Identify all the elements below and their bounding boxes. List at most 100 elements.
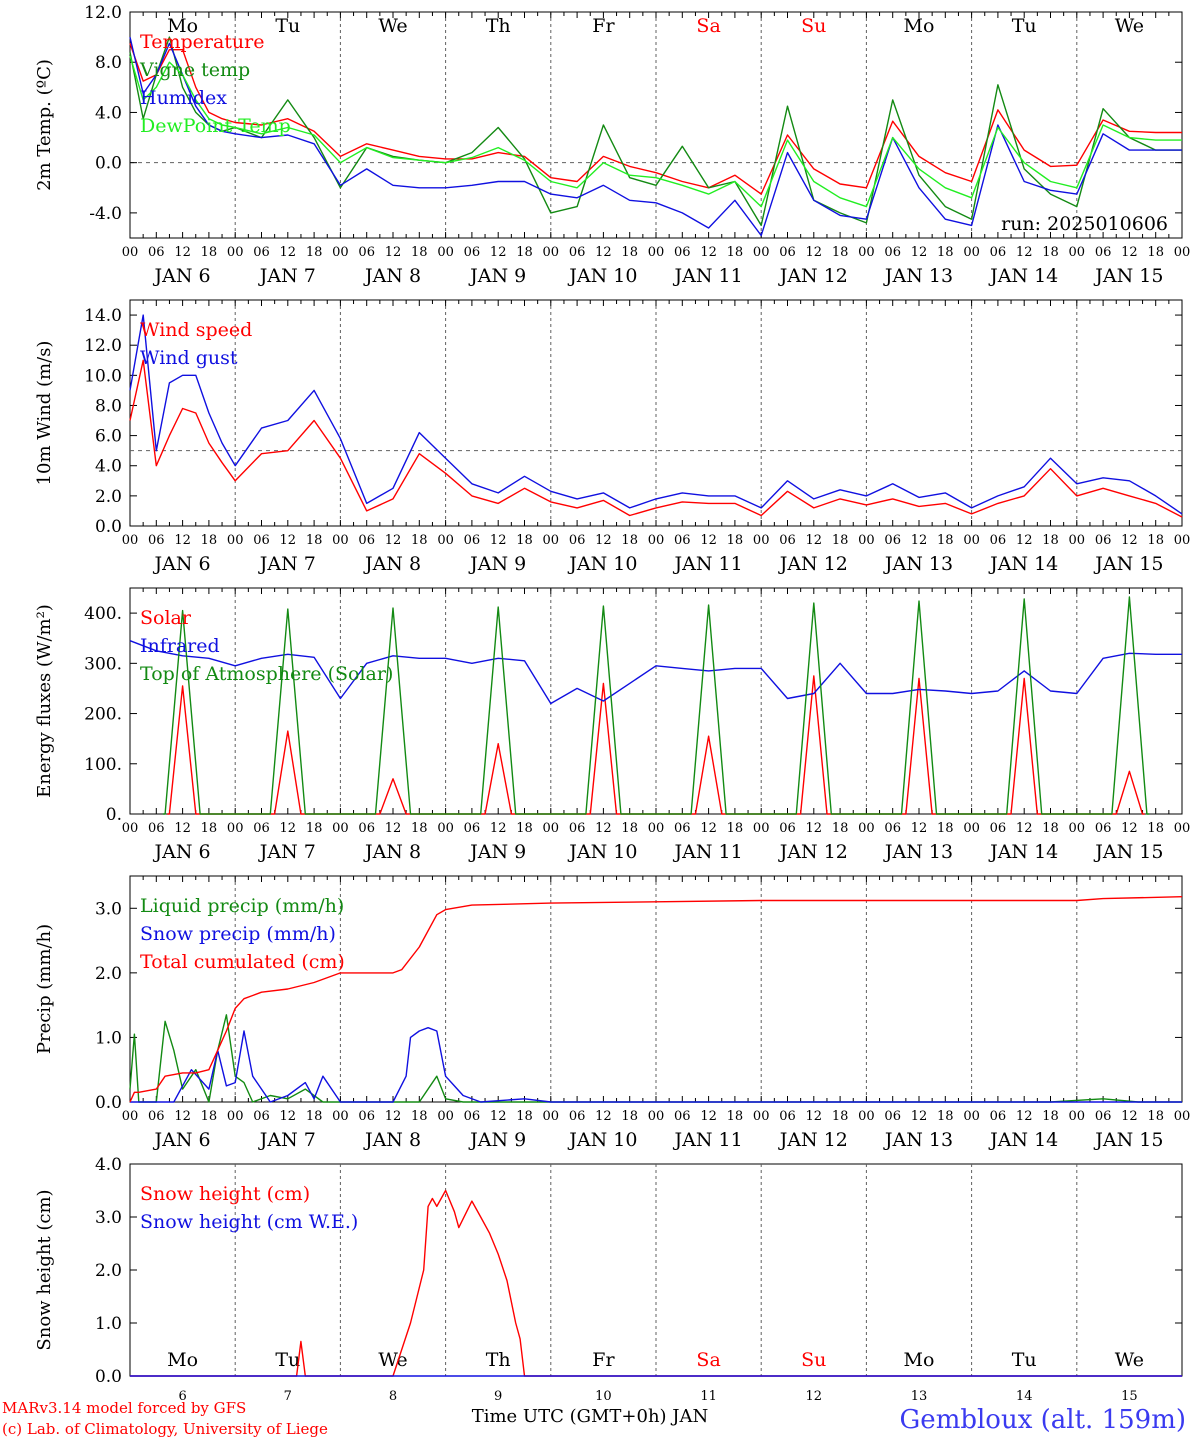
hour-label: 12 — [490, 245, 507, 260]
hour-label: 00 — [227, 1109, 244, 1124]
hour-label: 06 — [1095, 1109, 1112, 1124]
hour-label: 00 — [543, 245, 560, 260]
hour-label: 00 — [543, 821, 560, 836]
hour-label: 12 — [700, 1109, 717, 1124]
hour-label: 00 — [437, 1109, 454, 1124]
date-label: JAN 11 — [673, 553, 743, 575]
hour-label: 12 — [280, 245, 297, 260]
y-tick-label: 200. — [84, 705, 122, 725]
hour-label: 18 — [1042, 245, 1059, 260]
model-credit: MARv3.14 model forced by GFS — [2, 1399, 246, 1417]
hour-label: 00 — [648, 533, 665, 548]
date-label: JAN 6 — [153, 1129, 211, 1151]
hour-label: 00 — [963, 533, 980, 548]
chart-panel-3: 0. 100. 200. 300. 400. Energy fluxes (W/m²) 00… — [34, 587, 1190, 863]
hour-label: 06 — [253, 1109, 270, 1124]
hour-label: 18 — [516, 821, 533, 836]
date-label: JAN 15 — [1093, 1129, 1163, 1151]
date-label: JAN 15 — [1093, 553, 1163, 575]
hour-label: 00 — [858, 1109, 875, 1124]
date-label: JAN 13 — [883, 265, 953, 287]
hour-label: 18 — [306, 245, 323, 260]
y-tick-label: 4.0 — [95, 1155, 122, 1175]
hour-label: 12 — [806, 533, 823, 548]
hour-label: 18 — [937, 1109, 954, 1124]
hour-label: 06 — [1095, 245, 1112, 260]
weekday-label: Tu — [1012, 15, 1037, 37]
hour-label: 12 — [385, 533, 402, 548]
hour-label: 18 — [516, 1109, 533, 1124]
weekday-label: We — [1115, 1349, 1144, 1371]
date-label: JAN 7 — [258, 553, 316, 575]
weekday-label: Sa — [696, 15, 720, 37]
hour-label: 00 — [858, 245, 875, 260]
weekday-label: Mo — [167, 1349, 198, 1371]
date-label: JAN 8 — [363, 841, 421, 863]
date-label: JAN 10 — [567, 1129, 637, 1151]
y-tick-label: 3.0 — [95, 899, 122, 919]
date-label: JAN 13 — [883, 553, 953, 575]
hour-label: 00 — [437, 245, 454, 260]
hour-label: 12 — [595, 245, 612, 260]
date-label: JAN 7 — [258, 265, 316, 287]
hour-label: 12 — [1016, 1109, 1033, 1124]
hour-label: 06 — [253, 533, 270, 548]
hour-label: 00 — [122, 533, 139, 548]
date-label: JAN 12 — [778, 265, 848, 287]
weekday-label: Fr — [592, 15, 615, 37]
hour-label: 06 — [884, 245, 901, 260]
date-label: JAN 8 — [363, 1129, 421, 1151]
hour-label: 18 — [411, 1109, 428, 1124]
hour-label: 12 — [385, 245, 402, 260]
hour-label: 18 — [727, 1109, 744, 1124]
day-number-label: 15 — [1121, 1389, 1138, 1404]
hour-label: 00 — [963, 821, 980, 836]
hour-label: 18 — [1147, 245, 1164, 260]
weekday-label: Su — [801, 1349, 826, 1371]
legend-entry: Vigne temp — [139, 59, 250, 81]
hour-label: 12 — [490, 821, 507, 836]
hour-label: 12 — [700, 533, 717, 548]
series-line-total-cumulated-cm — [129, 896, 1183, 1103]
weekday-label: Mo — [904, 15, 935, 37]
hour-label: 18 — [1147, 1109, 1164, 1124]
hour-label: 12 — [1016, 245, 1033, 260]
hour-label: 00 — [648, 1109, 665, 1124]
chart-panel-4: 0.0 1.0 2.0 3.0 Precip (mm/h) 00 06 12 18 00 06 12 1… — [34, 875, 1190, 1151]
hour-label: 06 — [148, 245, 165, 260]
hour-label: 12 — [911, 821, 928, 836]
hour-label: 12 — [595, 821, 612, 836]
hour-label: 12 — [595, 533, 612, 548]
hour-label: 06 — [779, 821, 796, 836]
legend-entry: Liquid precip (mm/h) — [140, 895, 344, 917]
date-label: JAN 12 — [778, 553, 848, 575]
hour-label: 12 — [490, 533, 507, 548]
y-tick-label: 0.0 — [95, 1367, 122, 1387]
hour-label: 12 — [1121, 533, 1138, 548]
legend-entry: Wind speed — [140, 319, 252, 341]
weekday-label: Mo — [167, 15, 198, 37]
y-tick-label: 0.0 — [95, 517, 122, 537]
date-label: JAN 8 — [363, 553, 421, 575]
hour-label: 06 — [358, 533, 375, 548]
chart-panels: -4.0 0.0 4.0 8.0 12.0 2m Temp. (ºC) 00 06 12 18 00… — [34, 3, 1190, 1404]
hour-label: 06 — [990, 245, 1007, 260]
hour-label: 18 — [832, 245, 849, 260]
date-label: JAN 7 — [258, 1129, 316, 1151]
y-tick-label: 1.0 — [95, 1028, 122, 1048]
date-label: JAN 9 — [468, 553, 526, 575]
hour-label: 06 — [569, 1109, 586, 1124]
hour-label: 00 — [1069, 533, 1086, 548]
day-number-label: 12 — [806, 1389, 823, 1404]
y-tick-label: 8.0 — [95, 53, 122, 73]
hour-label: 18 — [621, 821, 638, 836]
legend-entry: Snow precip (mm/h) — [140, 923, 336, 945]
hour-label: 00 — [122, 1109, 139, 1124]
legend-entry: Total cumulated (cm) — [140, 951, 345, 973]
hour-label: 18 — [201, 1109, 218, 1124]
weekday-label: We — [1115, 15, 1144, 37]
hour-label: 12 — [280, 1109, 297, 1124]
day-number-label: 13 — [911, 1389, 928, 1404]
hour-label: 18 — [1042, 1109, 1059, 1124]
hour-label: 18 — [832, 821, 849, 836]
